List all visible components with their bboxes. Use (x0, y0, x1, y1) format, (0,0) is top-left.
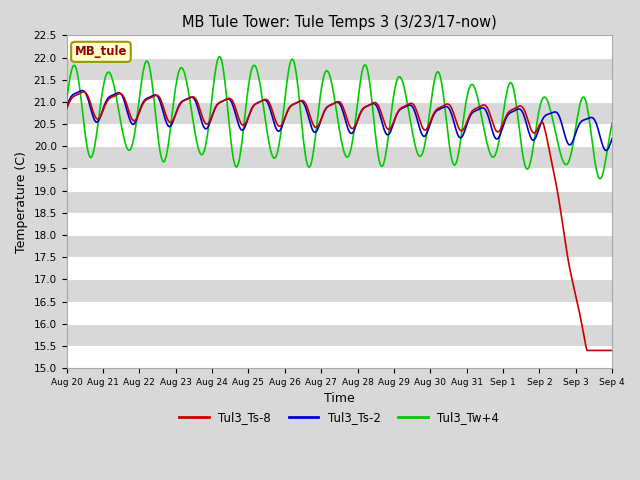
Bar (67, 102, 612, 124)
Legend: Tul3_Ts-8, Tul3_Ts-2, Tul3_Tw+4: Tul3_Ts-8, Tul3_Ts-2, Tul3_Tw+4 (175, 407, 504, 429)
Tul3_Tw+4 (63, 98, 70, 104)
Tul3_Tw+4 (596, 176, 604, 181)
Bar (67, 58, 612, 80)
Tul3_Ts-2 (214, 101, 221, 107)
Line: Tul3_Ts-8: Tul3_Ts-8 (67, 92, 612, 350)
Tul3_Ts-2 (406, 102, 414, 108)
Tul3_Ts-8 (214, 102, 221, 108)
Tul3_Ts-2 (129, 121, 137, 127)
Bar (67, 191, 612, 213)
Line: Tul3_Ts-2: Tul3_Ts-2 (67, 91, 612, 151)
Tul3_Ts-2 (422, 132, 430, 137)
Tul3_Ts-8 (185, 96, 193, 101)
Title: MB Tule Tower: Tule Temps 3 (3/23/17-now): MB Tule Tower: Tule Temps 3 (3/23/17-now… (182, 15, 497, 30)
Tul3_Ts-8 (583, 348, 591, 353)
Tul3_Tw+4 (184, 86, 192, 92)
Bar (67, 80, 612, 102)
Text: MB_tule: MB_tule (75, 45, 127, 58)
Tul3_Ts-2 (602, 148, 610, 154)
X-axis label: Time: Time (324, 393, 355, 406)
Tul3_Ts-2 (609, 135, 616, 141)
Tul3_Tw+4 (72, 66, 80, 72)
Y-axis label: Temperature (C): Temperature (C) (15, 151, 28, 252)
Tul3_Ts-8 (129, 118, 137, 123)
Tul3_Ts-8 (72, 92, 80, 98)
Tul3_Ts-2 (185, 95, 193, 101)
Bar (67, 346, 612, 368)
Bar (67, 301, 612, 324)
Tul3_Ts-8 (63, 106, 70, 112)
Tul3_Ts-8 (406, 100, 414, 106)
Tul3_Tw+4 (422, 133, 430, 139)
Line: Tul3_Tw+4: Tul3_Tw+4 (67, 57, 612, 179)
Tul3_Tw+4 (609, 120, 616, 126)
Tul3_Ts-2 (63, 105, 70, 110)
Bar (67, 213, 612, 235)
Bar (67, 124, 612, 146)
Bar (67, 324, 612, 346)
Tul3_Ts-2 (79, 88, 86, 94)
Bar (67, 36, 612, 58)
Bar (67, 257, 612, 279)
Tul3_Tw+4 (406, 118, 414, 123)
Tul3_Ts-8 (79, 89, 87, 95)
Bar (67, 279, 612, 301)
Tul3_Tw+4 (129, 141, 136, 146)
Tul3_Tw+4 (216, 54, 223, 60)
Tul3_Ts-2 (72, 90, 80, 96)
Bar (67, 168, 612, 191)
Tul3_Ts-8 (422, 127, 430, 132)
Bar (67, 235, 612, 257)
Tul3_Tw+4 (213, 60, 221, 66)
Tul3_Ts-8 (609, 348, 616, 353)
Bar (67, 146, 612, 168)
